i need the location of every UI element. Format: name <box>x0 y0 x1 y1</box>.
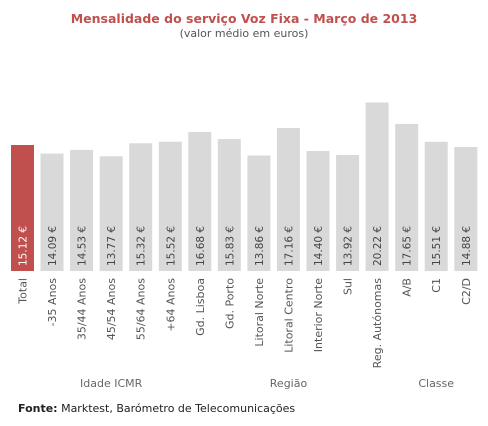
bar <box>395 123 419 272</box>
group-label: Região <box>270 377 308 390</box>
category-label: C1 <box>430 278 443 293</box>
bar <box>40 153 64 271</box>
bar <box>365 102 389 271</box>
category-label: Gd. Lisboa <box>194 278 207 336</box>
category-label: C2/D <box>460 278 473 305</box>
bar <box>11 145 34 271</box>
bar-value-label: 17.65 € <box>402 226 414 266</box>
source-text: Marktest, Barómetro de Telecomunicações <box>57 402 296 415</box>
bar <box>188 132 212 271</box>
category-label: A/B <box>401 278 414 297</box>
category-label: Total <box>17 278 30 305</box>
bar <box>158 141 182 271</box>
chart-title: Mensalidade do serviço Voz Fixa - Março … <box>71 11 418 26</box>
bar-value-label: 13.92 € <box>343 226 355 266</box>
group-label: Idade ICMR <box>80 377 143 390</box>
bar <box>70 149 94 271</box>
bar <box>99 156 123 272</box>
bar-value-label: 15.32 € <box>136 226 148 266</box>
category-label: 45/54 Anos <box>105 278 118 340</box>
category-label: 55/64 Anos <box>135 278 148 340</box>
category-label: -35 Anos <box>46 278 59 327</box>
bar <box>217 139 241 271</box>
bar <box>306 151 330 271</box>
bar <box>247 155 271 271</box>
bar-value-label: 15.52 € <box>165 226 177 266</box>
group-label: Classe <box>418 377 454 390</box>
bar-value-label: 14.53 € <box>77 226 89 266</box>
bar <box>424 141 448 272</box>
category-label: Litoral Centro <box>282 278 295 353</box>
category-label: Gd. Porto <box>223 278 236 329</box>
category-label: Interior Norte <box>312 278 325 352</box>
bar <box>336 155 360 271</box>
source-label: Fonte: <box>18 402 58 415</box>
bar <box>454 147 478 271</box>
bar-value-label: 13.77 € <box>106 226 118 266</box>
source-note: Fonte: Marktest, Barómetro de Telecomuni… <box>18 402 295 415</box>
bar <box>276 128 300 271</box>
bar-value-label: 14.88 € <box>461 226 473 266</box>
bar-value-label: 17.16 € <box>283 226 295 266</box>
chart-subtitle: (valor médio em euros) <box>180 27 309 40</box>
bar-value-label: 15.51 € <box>431 226 443 266</box>
bar-value-label: 15.12 € <box>18 226 30 266</box>
bar-value-label: 15.83 € <box>224 226 236 266</box>
category-label: +64 Anos <box>164 278 177 332</box>
bar <box>129 143 153 271</box>
category-label: 35/44 Anos <box>76 278 89 340</box>
category-label: Litoral Norte <box>253 278 266 347</box>
category-label: Sul <box>342 278 355 295</box>
bar-value-label: 13.86 € <box>254 226 266 266</box>
bar-value-label: 14.09 € <box>47 226 59 266</box>
category-label: Reg. Autónomas <box>371 278 384 369</box>
bar-value-label: 14.40 € <box>313 226 325 266</box>
bar-value-label: 20.22 € <box>372 226 384 266</box>
bar-value-label: 16.68 € <box>195 226 207 266</box>
